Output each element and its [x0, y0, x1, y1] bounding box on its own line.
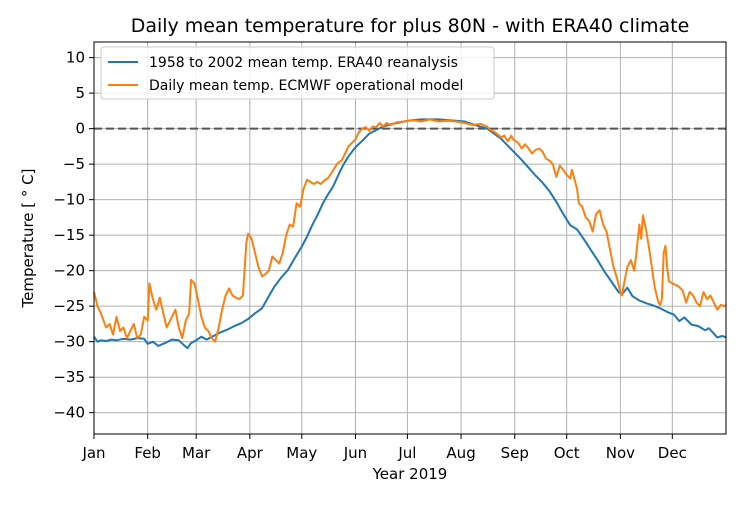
- chart-title: Daily mean temperature for plus 80N - wi…: [131, 15, 690, 37]
- series-lines: [93, 118, 727, 350]
- y-tick-label: −25: [53, 297, 85, 315]
- x-tick-label: Jul: [397, 444, 416, 462]
- y-axis-label: Temperature [ ° C]: [19, 169, 37, 309]
- x-axis-label: Year 2019: [372, 465, 448, 483]
- x-tick-label: Mar: [182, 444, 211, 462]
- x-axis-ticks: Jan Feb Mar Apr May Jun Jul Aug Sep Oct Nov Dec: [81, 434, 687, 462]
- y-tick-label: −35: [53, 368, 85, 386]
- y-tick-label: −30: [53, 333, 85, 351]
- y-tick-label: −5: [63, 155, 85, 173]
- x-tick-label: Apr: [237, 444, 264, 462]
- legend-label: 1958 to 2002 mean temp. ERA40 reanalysis: [149, 55, 458, 71]
- y-tick-label: 0: [75, 120, 85, 138]
- y-tick-label: 10: [66, 49, 85, 67]
- y-tick-label: 5: [75, 84, 85, 102]
- x-tick-label: Jun: [343, 444, 367, 462]
- y-tick-label: −10: [53, 191, 85, 209]
- x-tick-label: Aug: [446, 444, 475, 462]
- legend-label: Daily mean temp. ECMWF operational model: [149, 78, 463, 94]
- y-tick-label: −40: [53, 404, 85, 422]
- y-axis-ticks: 10 5 0 −5 −10 −15 −20 −25 −30 −35 −40: [53, 49, 94, 422]
- series-line-2: [93, 118, 727, 343]
- y-tick-label: −20: [53, 262, 85, 280]
- x-tick-label: Jan: [81, 444, 105, 462]
- x-tick-label: Nov: [606, 444, 635, 462]
- x-tick-label: Oct: [554, 444, 580, 462]
- legend: 1958 to 2002 mean temp. ERA40 reanalysis…: [100, 46, 495, 100]
- x-tick-label: Feb: [134, 444, 161, 462]
- legend-box: [100, 46, 495, 100]
- y-tick-label: −15: [53, 226, 85, 244]
- x-tick-label: May: [286, 444, 317, 462]
- x-tick-label: Dec: [658, 444, 687, 462]
- x-tick-label: Sep: [501, 444, 529, 462]
- plot-frame: [93, 41, 727, 435]
